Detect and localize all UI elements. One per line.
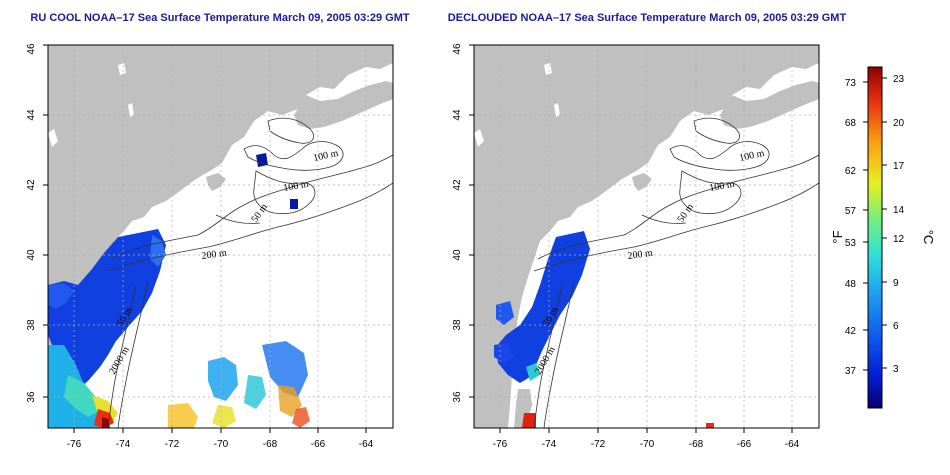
colorbar-fahrenheit-unit: °F: [830, 230, 845, 243]
colorbar: 73 68 62 57 53 48 42 37 23 20 17 14 12 9…: [830, 66, 936, 409]
right-y-tick: 44: [452, 109, 463, 121]
colorbar-fahrenheit-tick: 48: [845, 279, 857, 290]
left-x-tick: -68: [263, 439, 278, 450]
left-x-tick: -66: [311, 439, 326, 450]
colorbar-celsius-tick: 14: [893, 205, 905, 216]
colorbar-fahrenheit-tick: 73: [845, 78, 857, 89]
right-contour-label-100m-b: 100 m: [709, 179, 736, 194]
colorbar-celsius-tick: 12: [893, 234, 905, 245]
left-contour-label-100m-a: 100 m: [312, 148, 339, 164]
left-x-tick: -64: [359, 439, 374, 450]
colorbar-fahrenheit-tick: 42: [845, 326, 857, 337]
right-y-tick: 42: [452, 179, 463, 191]
left-x-tick: -76: [67, 439, 82, 450]
right-contour-label-100m-a: 100 m: [738, 148, 765, 164]
right-x-tick: -68: [689, 439, 704, 450]
right-panel-title: DECLOUDED NOAA–17 Sea Surface Temperatur…: [448, 12, 847, 24]
colorbar-fahrenheit-tick: 68: [845, 118, 857, 129]
left-contour-label-100m-b: 100 m: [283, 179, 310, 194]
right-x-tick: -70: [640, 439, 655, 450]
left-y-tick: 40: [26, 249, 37, 261]
colorbar-fahrenheit-tick: 53: [845, 238, 857, 249]
left-sst-swath: [48, 153, 310, 428]
colorbar-celsius-tick: 20: [893, 118, 905, 129]
colorbar-ramp: [867, 66, 883, 409]
left-panel-title: RU COOL NOAA–17 Sea Surface Temperature …: [30, 12, 410, 24]
right-x-tick: -66: [737, 439, 752, 450]
colorbar-fahrenheit-tick: 37: [845, 366, 857, 377]
colorbar-fahrenheit-tick: 57: [845, 206, 857, 217]
right-x-tick: -72: [591, 439, 606, 450]
left-contour-label-200m: 200 m: [201, 248, 228, 262]
right-panel: DECLOUDED NOAA–17 Sea Surface Temperatur…: [448, 12, 847, 450]
right-x-tick: -74: [542, 439, 557, 450]
right-y-tick: 46: [452, 43, 463, 55]
colorbar-celsius-tick: 23: [893, 74, 905, 85]
colorbar-celsius-tick: 17: [893, 161, 905, 172]
colorbar-celsius-tick: 6: [893, 321, 899, 332]
right-sst-swath: [494, 231, 714, 428]
colorbar-celsius-tick: 9: [893, 278, 899, 289]
colorbar-celsius-unit: °C: [921, 230, 936, 245]
left-x-tick: -72: [165, 439, 180, 450]
right-x-tick: -76: [493, 439, 508, 450]
right-y-tick: 36: [452, 391, 463, 403]
left-x-tick: -74: [116, 439, 131, 450]
right-contour-label-200m: 200 m: [627, 248, 654, 262]
left-y-tick: 36: [26, 391, 37, 403]
right-y-tick: 40: [452, 249, 463, 261]
colorbar-celsius-tick: 3: [893, 364, 899, 375]
left-x-tick: -70: [214, 439, 229, 450]
colorbar-fahrenheit-tick: 62: [845, 166, 857, 177]
left-y-tick: 46: [26, 43, 37, 55]
left-y-tick: 42: [26, 179, 37, 191]
left-y-tick: 38: [26, 319, 37, 331]
right-x-tick: -64: [785, 439, 800, 450]
left-y-tick: 44: [26, 109, 37, 121]
left-panel: RU COOL NOAA–17 Sea Surface Temperature …: [26, 12, 410, 450]
right-y-tick: 38: [452, 319, 463, 331]
